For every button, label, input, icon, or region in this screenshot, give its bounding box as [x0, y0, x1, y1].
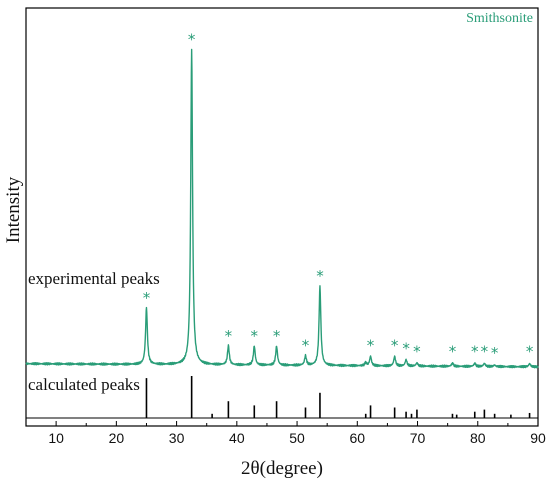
peak-marker: *	[481, 343, 489, 361]
peak-marker: *	[402, 339, 410, 357]
x-tick-label: 80	[470, 430, 486, 446]
calculated-peak-sticks	[145, 376, 531, 418]
peak-marker: *	[251, 327, 259, 345]
legend-label: Smithsonite	[466, 11, 533, 26]
peak-marker: *	[302, 336, 310, 354]
x-axis-ticks: 10 20 30 40 50 60 70 80 90	[25, 421, 546, 446]
x-tick-label: 70	[410, 430, 426, 446]
experimental-peaks-label: experimental peaks	[28, 269, 160, 288]
peak-marker: *	[225, 327, 233, 345]
peak-marker: *	[316, 267, 324, 285]
peak-marker: *	[188, 31, 196, 49]
x-tick-label: 60	[350, 430, 366, 446]
x-tick-label: 10	[48, 430, 64, 446]
experimental-pattern-line	[25, 48, 539, 369]
x-axis-title: 2θ(degree)	[241, 458, 323, 479]
peak-marker: *	[471, 343, 479, 361]
x-tick-label: 20	[109, 430, 125, 446]
peak-marker: *	[143, 289, 151, 307]
peak-marker: *	[391, 336, 399, 354]
y-axis-title: Intensity	[3, 176, 24, 243]
x-tick-label: 30	[169, 430, 185, 446]
plot-frame	[25, 7, 539, 427]
peak-marker: *	[413, 343, 421, 361]
peak-markers: *** * **** * * * * * * * *	[143, 31, 534, 362]
x-tick-label: 90	[530, 430, 546, 446]
calculated-peaks-label: calculated peaks	[28, 375, 140, 394]
peak-marker: *	[367, 336, 375, 354]
x-tick-label: 40	[229, 430, 245, 446]
peak-marker: *	[526, 343, 534, 361]
peak-marker: *	[491, 344, 499, 362]
x-tick-label: 50	[289, 430, 305, 446]
peak-marker: *	[273, 327, 281, 345]
peak-marker: *	[449, 343, 457, 361]
